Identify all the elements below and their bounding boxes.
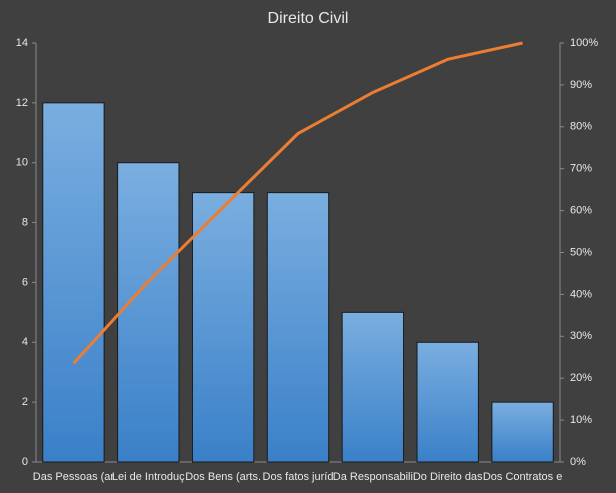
x-tick-label: Do Direito das <box>413 471 483 483</box>
bar <box>191 192 255 463</box>
chart-title: Direito Civil <box>268 10 349 27</box>
x-tick-label: Dos Bens (arts. <box>185 471 261 483</box>
bar <box>341 311 405 463</box>
x-tick-label: Dos Contratos e <box>483 471 562 483</box>
y-tick-label: 14 <box>16 37 28 49</box>
y-tick-label: 12 <box>16 97 28 109</box>
y2-tick-label: 70% <box>570 163 592 175</box>
y-tick-label: 4 <box>22 336 28 348</box>
y-tick-label: 8 <box>22 216 28 228</box>
y2-tick-label: 40% <box>570 288 592 300</box>
x-tick-label: Da Responsabili <box>333 471 413 483</box>
y2-tick-label: 50% <box>570 246 592 258</box>
x-tick-label: Das Pessoas (ar <box>33 471 115 483</box>
y2-tick-label: 60% <box>570 205 592 217</box>
bar <box>416 341 479 463</box>
cumulative-line <box>72 41 523 365</box>
y-tick-label: 10 <box>16 157 28 169</box>
y2-tick-label: 80% <box>570 121 592 133</box>
bar <box>117 162 180 463</box>
bar <box>491 401 554 463</box>
y-tick-label: 6 <box>22 276 28 288</box>
x-tick-label: Lei de Introduç <box>112 471 185 483</box>
y2-tick-label: 100% <box>570 37 598 49</box>
y2-tick-label: 90% <box>570 79 592 91</box>
y2-tick-label: 30% <box>570 330 592 342</box>
bar <box>266 192 330 463</box>
x-tick-label: Dos fatos juríd <box>263 471 334 483</box>
y-tick-label: 0 <box>22 456 28 468</box>
y2-tick-label: 0% <box>570 456 586 468</box>
y-tick-label: 2 <box>22 396 28 408</box>
bar <box>42 102 105 463</box>
y2-tick-label: 10% <box>570 414 592 426</box>
y2-tick-label: 20% <box>570 372 592 384</box>
